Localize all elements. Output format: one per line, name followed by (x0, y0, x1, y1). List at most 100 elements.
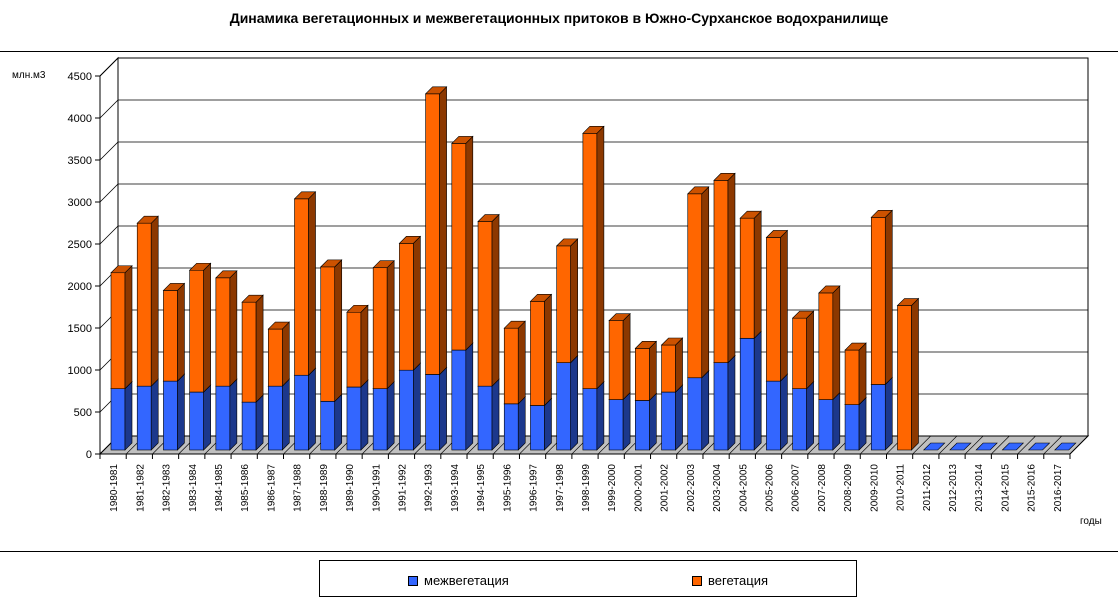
bar-mezhveg-side (124, 380, 133, 451)
bar-veg (136, 215, 159, 387)
legend-swatch-mezhveg (408, 575, 418, 586)
bar-veg (896, 297, 920, 451)
legend-label-mezhveg: межвегетация (424, 573, 509, 589)
bar-veg-top (424, 86, 448, 95)
bar-veg-top (660, 337, 684, 346)
bar-veg-top (582, 126, 605, 134)
bar-mezhveg-front (687, 377, 703, 451)
bar-mezhveg-side (150, 378, 159, 451)
bar-mezhveg-side (675, 384, 683, 451)
bar-mezhveg-front (477, 385, 493, 451)
bar-mezhveg-side (570, 354, 578, 451)
bar-mezhveg-front (739, 337, 755, 451)
y-axis-label: млн.м3 (12, 70, 46, 81)
bar-veg (398, 235, 422, 371)
bar-veg-top (555, 238, 579, 247)
bar-mezhveg (739, 330, 762, 451)
bar-mezhveg-top (1054, 442, 1077, 451)
bar-mezhveg-front (372, 388, 388, 451)
bar-veg-top (293, 191, 317, 200)
legend: межвегетация вегетация (319, 560, 857, 597)
x-tick-label: 1992-1993 (424, 464, 435, 512)
bar-mezhveg-side (491, 378, 500, 451)
bar-veg-front (818, 292, 834, 400)
bar-veg-front (635, 348, 650, 401)
bar-veg-top (372, 260, 395, 269)
bar-veg-side (911, 297, 919, 451)
x-tick-label: 2003-2004 (712, 464, 723, 512)
x-tick-label: 1999-2000 (607, 464, 618, 512)
bar-mezhveg-top (922, 442, 946, 451)
bar-veg-side (281, 321, 290, 387)
y-tick-label: 1500 (68, 323, 92, 335)
bar-veg-top (687, 186, 710, 195)
x-tick-label: 2008-2009 (843, 464, 854, 512)
y-tick-label: 500 (74, 407, 92, 419)
bar-mezhveg (713, 354, 736, 451)
bar-veg-side (806, 310, 814, 390)
bar-mezhveg-front (110, 388, 126, 451)
bar-veg-front (451, 143, 467, 351)
legend-item-veg: вегетация (692, 572, 768, 588)
bar-mezhveg-front (766, 380, 781, 451)
gridline (99, 183, 1088, 203)
bar-veg-side (360, 304, 369, 388)
bar-mezhveg (477, 378, 500, 451)
bar-mezhveg-side (203, 384, 211, 451)
bar-veg-side (780, 229, 788, 382)
bar-mezhveg-front (163, 380, 178, 451)
floor-divider (1043, 435, 1062, 455)
bar-veg (634, 340, 658, 402)
bar-veg (188, 262, 212, 393)
x-tick-label: 2001-2002 (660, 464, 671, 512)
bar-veg-side (517, 320, 526, 405)
bar-veg-top (188, 262, 212, 271)
bar-mezhveg-top (1027, 442, 1051, 451)
x-tick-label: 2009-2010 (869, 464, 880, 512)
bar-veg (346, 304, 369, 388)
bar-mezhveg-side (649, 392, 657, 451)
bar-veg-front (346, 311, 362, 388)
bar-mezhveg-front (582, 388, 598, 451)
x-tick-label: 1995-1996 (502, 464, 513, 512)
bar-veg-front (792, 317, 807, 389)
x-tick-label: 2007-2008 (817, 464, 828, 512)
bar-veg-side (701, 186, 710, 379)
bar-veg-top (136, 215, 159, 224)
bar-mezhveg (136, 378, 159, 451)
x-tick-label: 1988-1989 (319, 464, 330, 512)
bar-veg-side (649, 340, 657, 402)
bar-veg-front (713, 180, 729, 363)
x-tick-label: 2012-2013 (948, 464, 959, 512)
bar-mezhveg-front (713, 362, 729, 451)
bar-veg (372, 259, 395, 390)
bar-mezhveg (372, 380, 395, 451)
bar-veg-front (897, 305, 912, 451)
bar-veg-side (177, 282, 185, 382)
bar-mezhveg-side (858, 396, 867, 451)
chart-title: Динамика вегетационных и межвегетационны… (229, 10, 889, 26)
bar-mezhveg-side (596, 380, 605, 451)
bar-mezhveg-side (413, 362, 421, 451)
bar-mezhveg (634, 392, 658, 451)
bar-mezhveg (870, 376, 893, 451)
bar-mezhveg (215, 378, 238, 451)
bar-veg-side (832, 285, 841, 401)
x-tick-label: 2000-2001 (633, 464, 644, 512)
bar-veg-top (896, 298, 920, 306)
x-tick-label: 1990-1991 (371, 464, 382, 512)
bar-mezhveg-front (503, 403, 519, 451)
frame-top-line (0, 51, 1118, 52)
bars (110, 86, 1077, 451)
bar-mezhveg (241, 394, 264, 451)
bar-mezhveg (818, 391, 841, 451)
bar-veg-top (634, 341, 658, 349)
x-tick-label: 1987-1988 (293, 464, 304, 512)
bar-mezhveg-front (320, 400, 336, 451)
bar-veg-top (162, 283, 186, 291)
bar-veg (687, 186, 710, 379)
legend-label-veg: вегетация (708, 573, 769, 589)
bar-mezhveg-side (806, 380, 814, 451)
bar-mezhveg-front (346, 386, 362, 451)
bar-veg (215, 270, 238, 387)
